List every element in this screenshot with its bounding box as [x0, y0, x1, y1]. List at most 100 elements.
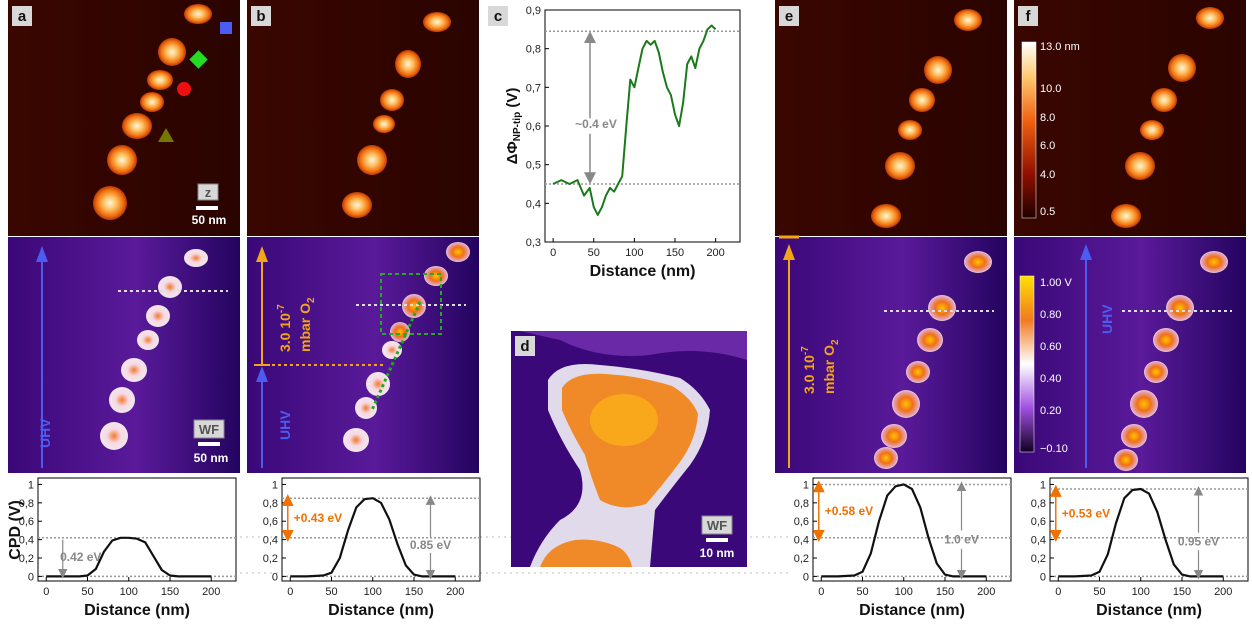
- uhv-label: UHV: [1099, 304, 1115, 334]
- panel-label-e: e: [785, 8, 793, 25]
- panel-e-height-map: e: [775, 0, 1007, 236]
- panel-label-a: a: [18, 8, 27, 25]
- x-tick-label: 0: [550, 247, 556, 259]
- uhv-label: UHV: [37, 418, 53, 448]
- wf-colorbar-tick: −0.10: [1040, 443, 1068, 455]
- blue-square-marker: [220, 22, 232, 34]
- scale-bar: [196, 206, 218, 210]
- green-diamond-marker: [189, 50, 208, 69]
- y-tick-label: 0,8: [263, 498, 278, 510]
- panel-d-wf-zoom: d WF 10 nm: [511, 331, 747, 567]
- wf-colorbar-tick: 1.00 V: [1040, 277, 1072, 289]
- y-tick-label: 0,2: [19, 553, 34, 565]
- scale-label: 50 nm: [194, 451, 229, 465]
- x-axis-label: Distance (nm): [590, 263, 696, 280]
- y-tick-label: 0,6: [1031, 516, 1046, 528]
- olive-triangle-marker: [158, 128, 174, 142]
- y-tick-label: 0,2: [1031, 553, 1046, 565]
- x-tick-label: 200: [446, 586, 464, 598]
- y-tick-label: 0,6: [794, 516, 809, 528]
- x-tick-label: 100: [625, 247, 643, 259]
- x-tick-label: 200: [977, 586, 995, 598]
- wf-badge-text: WF: [199, 422, 219, 437]
- y-tick-label: 1: [272, 479, 278, 491]
- x-tick-label: 150: [936, 586, 954, 598]
- uhv-label: UHV: [277, 410, 293, 440]
- data-line: [290, 497, 456, 578]
- x-tick-label: 0: [1055, 586, 1061, 598]
- panel-label-c: c: [494, 8, 502, 25]
- y-tick-label: 0,4: [794, 535, 809, 547]
- panel-b-height-map: b: [247, 0, 479, 236]
- gain-annotation: +0.53 eV: [1062, 506, 1110, 520]
- y-tick-label: 1: [28, 479, 34, 491]
- x-tick-label: 150: [405, 586, 423, 598]
- panel-label-b: b: [256, 8, 265, 25]
- y-tick-label: 0,8: [1031, 498, 1046, 510]
- y-tick-label: 0,4: [263, 535, 278, 547]
- x-tick-label: 50: [81, 586, 93, 598]
- y-axis-label: CPD (V): [7, 500, 24, 560]
- total-annotation: 0.85 eV: [410, 538, 451, 552]
- panel-c-profile-chart: c 0 50 100 150 200 0,3 0,4 0,5 0,6 0,7 0,8 0,9 Dista…: [488, 5, 741, 280]
- x-tick-label: 0: [818, 586, 824, 598]
- height-colorbar-tick: 0.5: [1040, 206, 1055, 218]
- plot-frame: [37, 477, 237, 582]
- pressure-line2: mbar O2: [297, 297, 317, 352]
- x-tick-label: 200: [706, 247, 724, 259]
- x-tick-label: 50: [1093, 586, 1105, 598]
- y-tick-label: 0: [28, 571, 34, 583]
- y-tick-label: 0,2: [263, 553, 278, 565]
- y-tick-label: 0,7: [526, 82, 541, 94]
- wf-colorbar-tick: 0.60: [1040, 341, 1061, 353]
- plot-frame: [281, 477, 481, 582]
- panel-label-f: f: [1026, 8, 1032, 25]
- gain-annotation: +0.43 eV: [294, 511, 342, 525]
- y-tick-label: 1: [803, 479, 809, 491]
- panel-label-d: d: [520, 338, 529, 355]
- panel-a-cpd-chart: 0 50 100 150 200 0 0,2 0,4 0,6 0,8 1 Distance (nm) C…: [7, 477, 237, 619]
- panel-f-wf-map: UHV 1.00 V 0.80 0.60 0.40 0.20 −0.10: [1014, 237, 1246, 473]
- data-line: [552, 24, 717, 216]
- y-tick-label: 0: [272, 571, 278, 583]
- red-circle-marker: [177, 82, 191, 96]
- y-tick-label: 0,2: [794, 553, 809, 565]
- y-axis-label: ΔΦNP-tip (V): [504, 88, 523, 165]
- scale-label: 10 nm: [700, 546, 735, 560]
- z-badge-text: z: [205, 185, 212, 200]
- y-tick-label: 0,9: [526, 5, 541, 17]
- panel-f-cpd-chart: 0 50 100 150 200 0 0,2 0,4 0,6 0,8 1 Distance (nm) +…: [1031, 477, 1249, 619]
- height-colorbar-tick: 13.0 nm: [1040, 41, 1080, 53]
- height-colorbar-tick: 6.0: [1040, 140, 1055, 152]
- x-tick-label: 50: [588, 247, 600, 259]
- panel-e-cpd-chart: 0 50 100 150 200 0 0,2 0,4 0,6 0,8 1 Distance (nm) +…: [794, 477, 1012, 619]
- y-tick-label: 0,6: [263, 516, 278, 528]
- x-tick-label: 100: [120, 586, 138, 598]
- pressure-line2: mbar O2: [821, 339, 841, 394]
- plot-frame: [812, 477, 1012, 582]
- x-axis-label: Distance (nm): [328, 602, 434, 619]
- x-tick-label: 0: [287, 586, 293, 598]
- panel-f-height-map: f 13.0 nm 10.0 8.0 6.0 4.0 0.5: [1014, 0, 1246, 236]
- y-tick-label: 0,4: [526, 198, 541, 210]
- panel-b-wf-map: UHV 3.0 10-7 mbar O2: [247, 237, 479, 473]
- y-tick-label: 0: [803, 571, 809, 583]
- x-tick-label: 100: [1132, 586, 1150, 598]
- y-tick-label: 0,5: [526, 160, 541, 172]
- scale-label: 50 nm: [192, 213, 227, 227]
- total-annotation: 1.0 eV: [944, 533, 979, 547]
- wf-badge: [193, 419, 225, 439]
- wf-badge-text: WF: [707, 518, 727, 533]
- x-axis-label: Distance (nm): [859, 602, 965, 619]
- y-tick-label: 0,3: [526, 237, 541, 249]
- panel-b-cpd-chart: 0 50 100 150 200 0 0,2 0,4 0,6 0,8 1 Distance (nm) +…: [263, 477, 481, 619]
- wf-badge: [701, 515, 733, 535]
- data-line: [1058, 487, 1224, 578]
- total-annotation: 0.95 eV: [1178, 534, 1219, 548]
- x-tick-label: 0: [43, 586, 49, 598]
- height-colorbar-tick: 10.0: [1040, 83, 1061, 95]
- height-colorbar-tick: 4.0: [1040, 169, 1055, 181]
- x-tick-label: 150: [1173, 586, 1191, 598]
- wf-colorbar-tick: 0.80: [1040, 309, 1061, 321]
